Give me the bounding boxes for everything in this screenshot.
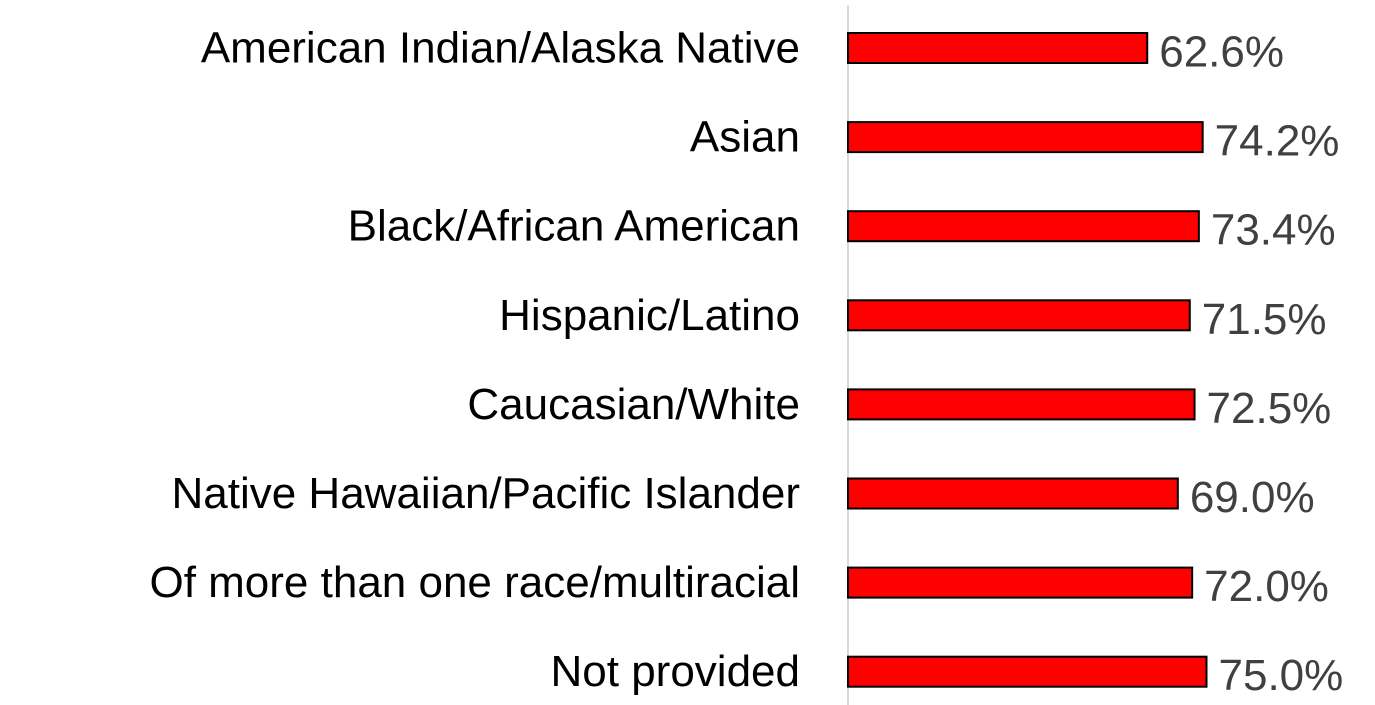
bar (847, 388, 1196, 421)
value-label: 75.0% (1219, 651, 1344, 700)
category-label: Hispanic/Latino (499, 291, 800, 340)
value-label: 72.0% (1204, 562, 1329, 611)
value-label: 74.2% (1215, 117, 1340, 166)
category-label: Not provided (551, 647, 800, 696)
bar (847, 566, 1194, 599)
category-label: Asian (690, 113, 800, 162)
bar (847, 655, 1208, 688)
bar (847, 477, 1179, 510)
category-label: Of more than one race/multiracial (149, 558, 800, 607)
category-label: American Indian/Alaska Native (201, 24, 800, 73)
bar (847, 299, 1191, 332)
bar (847, 210, 1200, 243)
category-label: Black/African American (348, 202, 800, 251)
bar (847, 32, 1149, 64)
value-label: 72.5% (1207, 384, 1332, 433)
bar (847, 121, 1204, 154)
value-label: 73.4% (1211, 206, 1336, 255)
category-label: Native Hawaiian/Pacific Islander (171, 469, 800, 518)
value-label: 69.0% (1190, 473, 1315, 522)
value-label: 71.5% (1202, 295, 1327, 344)
value-label: 62.6% (1159, 28, 1284, 77)
category-label: Caucasian/White (467, 380, 800, 429)
